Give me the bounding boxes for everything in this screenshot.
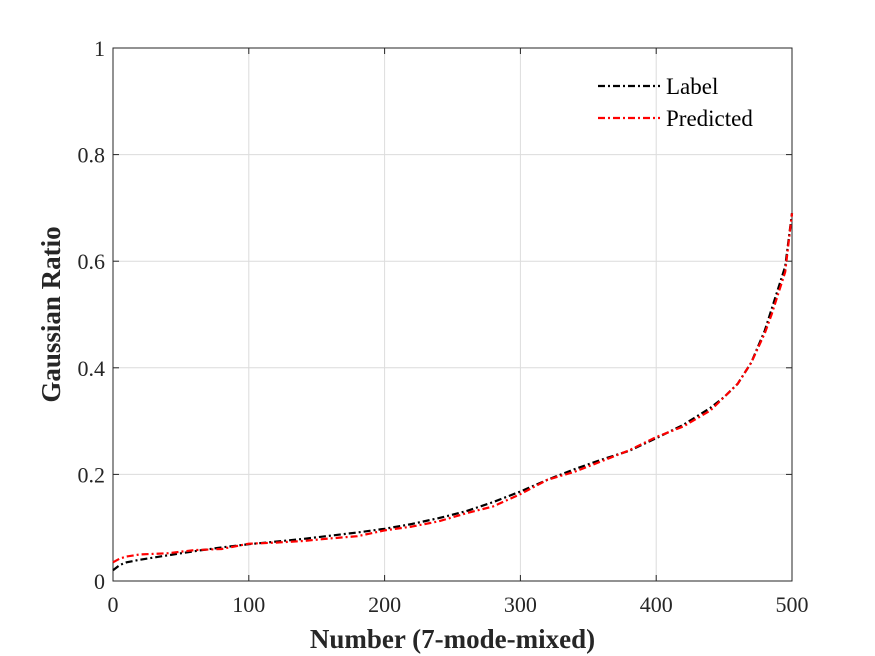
x-axis-label: Number (7-mode-mixed)	[310, 624, 595, 654]
x-tick-label: 0	[108, 592, 119, 617]
legend-label-predicted: Predicted	[666, 106, 753, 131]
series-line-predicted	[112, 213, 794, 564]
y-tick-label: 0	[94, 569, 105, 594]
series-layer	[112, 213, 794, 572]
x-tick-label: 400	[640, 592, 673, 617]
x-tick-label: 200	[368, 592, 401, 617]
y-tick-label: 0.6	[78, 249, 106, 274]
y-tick-label: 0.4	[78, 356, 106, 381]
y-axis-label: Gaussian Ratio	[36, 226, 66, 402]
axis-ticks: 0 100 200 300 400 500 0 0.2 0.4 0.6 0.8 1	[78, 36, 809, 617]
x-tick-label: 500	[776, 592, 809, 617]
y-tick-label: 1	[94, 36, 105, 61]
y-tick-label: 0.8	[78, 143, 106, 168]
x-tick-label: 300	[504, 592, 537, 617]
y-tick-label: 0.2	[78, 462, 106, 487]
legend: Label Predicted	[598, 74, 753, 131]
x-tick-label: 100	[232, 592, 265, 617]
legend-label-label: Label	[666, 74, 718, 99]
plot-frame	[112, 47, 793, 582]
grid-lines	[113, 48, 792, 581]
